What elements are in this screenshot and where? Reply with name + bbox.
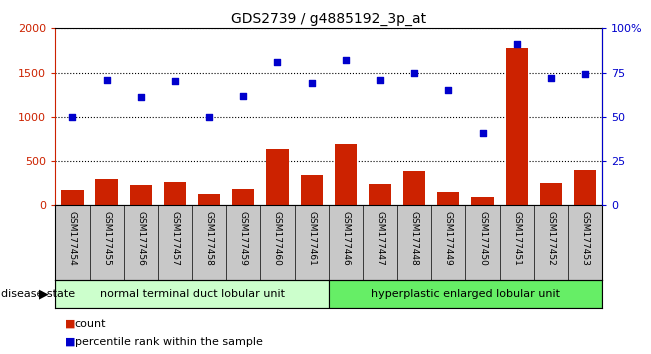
Text: GSM177449: GSM177449 xyxy=(444,211,453,266)
Text: GSM177455: GSM177455 xyxy=(102,211,111,266)
Point xyxy=(307,80,317,86)
Text: normal terminal duct lobular unit: normal terminal duct lobular unit xyxy=(100,289,284,299)
Text: GSM177447: GSM177447 xyxy=(376,211,385,266)
Bar xyxy=(471,197,493,205)
Point xyxy=(102,77,112,82)
Bar xyxy=(164,182,186,205)
Text: percentile rank within the sample: percentile rank within the sample xyxy=(75,337,263,347)
Bar xyxy=(329,280,602,308)
Point xyxy=(238,93,249,98)
Text: GSM177448: GSM177448 xyxy=(409,211,419,266)
Bar xyxy=(130,184,152,205)
Bar xyxy=(574,170,596,205)
Bar xyxy=(96,179,118,205)
Point xyxy=(477,130,488,136)
Text: ▶: ▶ xyxy=(39,287,49,300)
Text: hyperplastic enlarged lobular unit: hyperplastic enlarged lobular unit xyxy=(371,289,560,299)
Bar xyxy=(232,189,255,205)
Point xyxy=(409,70,419,75)
Bar xyxy=(335,144,357,205)
Text: disease state: disease state xyxy=(1,289,76,299)
Point xyxy=(67,114,77,120)
Point xyxy=(340,57,351,63)
Bar xyxy=(437,192,460,205)
Bar xyxy=(369,184,391,205)
Bar xyxy=(506,48,528,205)
Bar xyxy=(301,175,323,205)
Bar xyxy=(198,194,220,205)
Title: GDS2739 / g4885192_3p_at: GDS2739 / g4885192_3p_at xyxy=(231,12,426,26)
Text: count: count xyxy=(75,319,106,329)
Point xyxy=(272,59,283,65)
Text: ■: ■ xyxy=(65,319,76,329)
Bar xyxy=(540,183,562,205)
Text: GSM177454: GSM177454 xyxy=(68,211,77,266)
Point xyxy=(170,79,180,84)
Bar xyxy=(61,190,83,205)
Text: GSM177451: GSM177451 xyxy=(512,211,521,266)
Text: GSM177459: GSM177459 xyxy=(239,211,248,266)
Text: GSM177450: GSM177450 xyxy=(478,211,487,266)
Point xyxy=(204,114,214,120)
Bar xyxy=(266,149,288,205)
Text: ■: ■ xyxy=(65,337,76,347)
Text: GSM177453: GSM177453 xyxy=(581,211,590,266)
Point xyxy=(580,72,590,77)
Text: GSM177460: GSM177460 xyxy=(273,211,282,266)
Text: GSM177456: GSM177456 xyxy=(136,211,145,266)
Point xyxy=(135,95,146,100)
Text: GSM177452: GSM177452 xyxy=(546,211,555,266)
Text: GSM177458: GSM177458 xyxy=(204,211,214,266)
Text: GSM177446: GSM177446 xyxy=(341,211,350,266)
Point xyxy=(375,77,385,82)
Text: GSM177461: GSM177461 xyxy=(307,211,316,266)
Point xyxy=(512,41,522,47)
Bar xyxy=(403,171,425,205)
Text: GSM177457: GSM177457 xyxy=(171,211,180,266)
Bar xyxy=(55,280,329,308)
Point xyxy=(546,75,556,81)
Point xyxy=(443,87,454,93)
